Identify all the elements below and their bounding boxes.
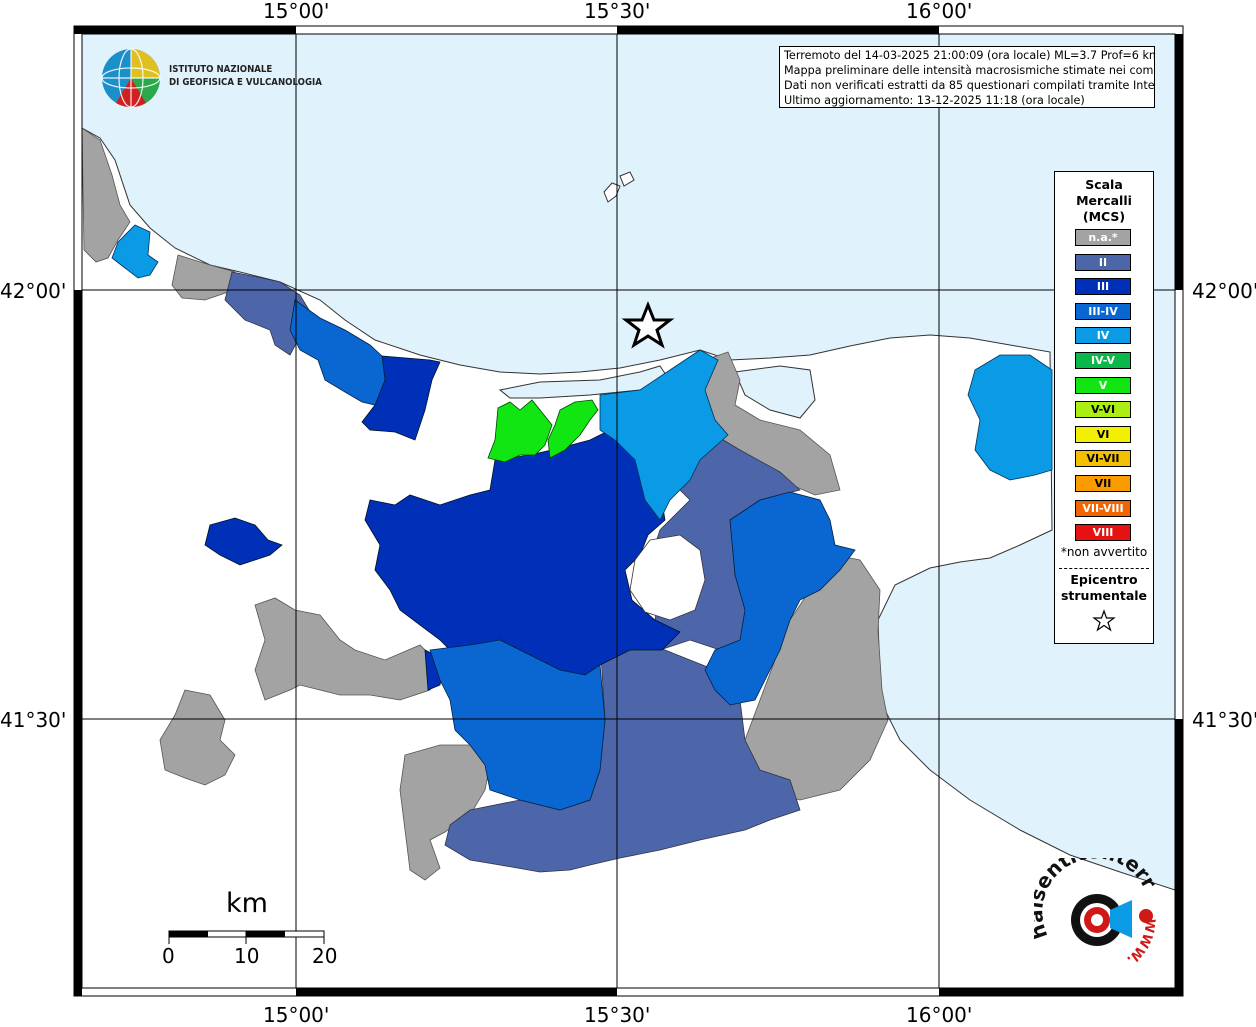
- legend-epicenter-line-1: Epicentro: [1070, 572, 1138, 587]
- islet: [603, 182, 621, 203]
- ingv-line-1: ISTITUTO NAZIONALE: [169, 64, 273, 75]
- region-na: [81, 127, 889, 881]
- legend-item-viii: VIII: [1075, 524, 1131, 542]
- legend-item-v-vi: V-VI: [1075, 401, 1131, 419]
- ingv-line-2: DI GEOFISICA E VULCANOLOGIA: [169, 77, 322, 88]
- lat-label-right-1: 42°00': [1192, 279, 1256, 303]
- lon-label-bottom-1: 15°00': [263, 1003, 330, 1027]
- legend-item-vii-viii: VII-VIII: [1075, 499, 1131, 517]
- ingv-name: ISTITUTO NAZIONALE DI GEOFISICA E VULCAN…: [169, 63, 322, 89]
- haisentito-logo-icon: haisentitoilterremoto.it WWW.: [1034, 858, 1162, 967]
- lon-label-top-1: 15°00': [263, 0, 330, 23]
- legend-item-iv-v: IV-V: [1075, 351, 1131, 369]
- legend-item-vi: VI: [1075, 425, 1131, 443]
- legend-title: Scala Mercalli (MCS): [1055, 177, 1153, 225]
- legend-item-n-a: n.a.*: [1075, 229, 1131, 246]
- graticule: [82, 34, 1175, 988]
- lagoon: [734, 365, 816, 419]
- lon-label-top-2: 15°30': [584, 0, 651, 23]
- legend-item-vii: VII: [1075, 474, 1131, 492]
- earthquake-info-box: Terremoto del 14-03-2025 21:00:09 (ora l…: [779, 46, 1155, 108]
- scale-bar: [168, 930, 325, 944]
- info-line-2: Mappa preliminare delle intensità macros…: [784, 64, 1155, 77]
- region-iii: [204, 355, 681, 691]
- legend-item-iii-iv: III-IV: [1075, 302, 1131, 320]
- ingv-globe-logo-icon: [101, 48, 161, 108]
- legend-title-line-2: Mercalli: [1076, 193, 1132, 208]
- legend-item-v: V: [1075, 376, 1131, 394]
- islet: [619, 171, 635, 187]
- region-v: [487, 399, 599, 463]
- legend-item-iv: IV: [1075, 327, 1131, 345]
- legend-star-icon: [1092, 609, 1116, 632]
- scale-tick-10: 10: [234, 944, 260, 968]
- legend-epicenter-line-2: strumentale: [1060, 588, 1148, 603]
- legend-note: *non avvertito: [1060, 545, 1148, 559]
- lat-label-right-2: 41°30': [1192, 708, 1256, 732]
- region-iii-iv: [289, 299, 856, 811]
- legend-epicenter-label: Epicentro strumentale: [1055, 572, 1153, 604]
- legend-divider: [1059, 568, 1149, 569]
- scale-unit: km: [226, 888, 268, 919]
- legend-title-line-3: (MCS): [1082, 209, 1126, 224]
- map-frame: [73, 25, 1184, 997]
- legend-item-iii: III: [1075, 278, 1131, 296]
- lat-label-left-2: 41°30': [0, 708, 67, 732]
- legend-item-vi-vii: VI-VII: [1075, 450, 1131, 468]
- info-line-3: Dati non verificati estratti da 85 quest…: [784, 79, 1155, 92]
- legend-title-line-1: Scala: [1085, 177, 1123, 192]
- lon-label-top-3: 16°00': [906, 0, 973, 23]
- legend-items: n.a.* II III III-IV IV IV-V V V-VI VI VI-VII VII VI…: [1075, 229, 1131, 549]
- region-iv: [111, 224, 1053, 521]
- legend-item-ii: II: [1075, 253, 1131, 271]
- lon-label-bottom-3: 16°00': [906, 1003, 973, 1027]
- info-line-1: Terremoto del 14-03-2025 21:00:09 (ora l…: [784, 49, 1155, 62]
- epicenter-star-icon: [621, 300, 675, 349]
- lon-label-bottom-2: 15°30': [584, 1003, 651, 1027]
- scale-tick-20: 20: [312, 944, 338, 968]
- lat-label-left-1: 42°00': [0, 279, 67, 303]
- mcs-legend: Scala Mercalli (MCS) n.a.* II III III-IV IV I…: [1054, 171, 1154, 644]
- unmapped-area: [629, 534, 706, 621]
- info-line-4: Ultimo aggiornamento: 13-12-2025 11:18 (…: [784, 94, 1085, 107]
- scale-tick-0: 0: [162, 944, 175, 968]
